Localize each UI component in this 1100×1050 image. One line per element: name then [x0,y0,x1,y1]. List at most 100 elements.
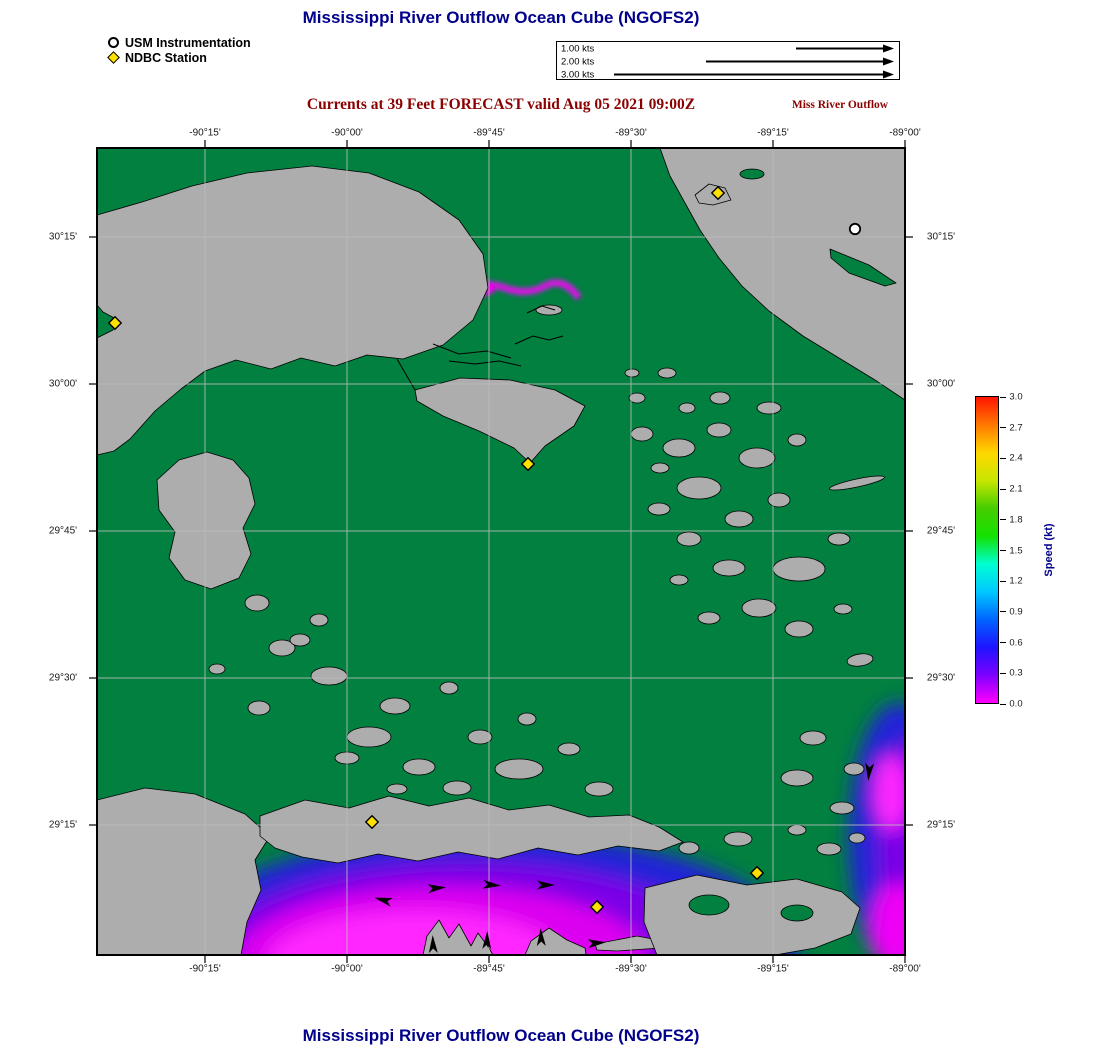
lon-tick-label-bottom: -89°00' [889,963,921,975]
colorbar-tick-label: 0.0 [1009,698,1023,710]
coastal-marsh-band [259,795,684,864]
lat-tick-label-right: 29°45' [926,525,956,537]
current-vector-arrow [587,939,606,949]
ndbc-station-marker [520,456,536,472]
grid-layer [97,148,905,955]
southeast-landmass [643,874,861,955]
current-vector-arrow [482,931,492,950]
vector-scale-row-3: 3.00 kts [557,68,899,81]
lat-tick-label-right: 30°15' [926,231,956,243]
lat-tick-label-right: 29°15' [926,819,956,831]
colorbar-tick [1000,672,1006,674]
southwest-landmass [97,787,271,955]
arrowhead-icon [883,44,894,52]
vector-scale-arrow-3 [614,70,894,79]
ndbc-station-marker [749,865,765,881]
colorbar-tick-label: 2.1 [1009,483,1023,495]
lon-tick-label-bottom: -90°00' [331,963,363,975]
vector-scale-row-2: 2.00 kts [557,55,899,68]
usm-station-marker [848,222,862,236]
lon-tick-label-top: -90°00' [331,127,363,139]
current-vector-arrow [428,935,438,954]
colorbar-tick-label: 0.9 [1009,606,1023,618]
mid-left-landmass [156,451,256,590]
colorbar-tick [1000,580,1006,582]
ndbc-station-marker [710,185,726,201]
south-shore-landmass [414,377,586,464]
colorbar-tick-label: 1.8 [1009,514,1023,526]
lon-tick-label-top: -89°30' [615,127,647,139]
barrier-island [846,653,874,667]
lon-tick-label-top: -90°15' [189,127,221,139]
colorbar-tick [1000,488,1006,490]
lat-tick-label-right: 30°00' [926,378,956,390]
colorbar-tick-label: 1.2 [1009,575,1023,587]
colorbar-tick [1000,396,1006,398]
vector-scale-box: 1.00 kts 2.00 kts 3.00 kts [556,41,900,80]
usm-circle-icon [108,37,119,48]
lon-tick-label-bottom: -89°45' [473,963,505,975]
colorbar-tick-label: 2.4 [1009,452,1023,464]
barrier-island [829,475,885,491]
vector-scale-label-1: 1.00 kts [561,43,595,54]
lon-tick-label-top: -89°00' [889,127,921,139]
ndbc-station-marker [107,315,123,331]
lat-tick-label-left: 30°15' [48,231,78,243]
colorbar-tick [1000,611,1006,613]
delta-finger [422,919,494,955]
speed-gradient-layer [177,703,905,955]
vector-scale-arrow-1 [796,44,894,53]
colorbar [975,396,999,704]
lat-tick-label-left: 29°45' [48,525,78,537]
colorbar-tick [1000,642,1006,644]
lon-tick-label-bottom: -89°15' [757,963,789,975]
map-frame [96,147,906,956]
footer-title: Mississippi River Outflow Ocean Cube (NG… [302,1026,700,1045]
nw-landmass [97,165,489,456]
bay-sliver [739,168,765,180]
ndbc-station-marker [589,899,605,915]
legend-row-ndbc: NDBC Station [107,50,251,65]
vector-scale-row-1: 1.00 kts [557,42,899,55]
bay-sliver [688,894,730,916]
vector-scale-label-2: 2.00 kts [561,56,595,67]
colorbar-tick-label: 3.0 [1009,391,1023,403]
bay-sliver [829,248,897,287]
bay-sliver [780,904,814,922]
colorbar-tick [1000,703,1006,705]
colorbar-tick [1000,457,1006,459]
colorbar-tick [1000,550,1006,551]
northeast-landmass [659,148,905,401]
station-legend: USM Instrumentation NDBC Station [107,35,251,65]
page-title: Mississippi River Outflow Ocean Cube (NG… [302,8,700,27]
land-layer [97,148,905,955]
region-label: Miss River Outflow [791,99,889,111]
vector-scale-label-3: 3.00 kts [561,69,595,80]
lon-tick-label-top: -89°45' [473,127,505,139]
current-vector-arrow [537,880,555,890]
arrowhead-icon [883,57,894,65]
markers-layer [107,185,875,954]
colorbar-tick-label: 2.7 [1009,422,1023,434]
ndbc-legend-label: NDBC Station [125,50,207,65]
colorbar-tick [1000,519,1006,521]
colorbar-tick-label: 0.3 [1009,667,1023,679]
current-vector-arrow [865,762,875,781]
colorbar-axis-label: Speed (kt) [1043,523,1055,577]
lat-tick-label-left: 30°00' [48,378,78,390]
colorbar-tick [1000,427,1006,429]
usm-legend-label: USM Instrumentation [125,35,251,50]
map-canvas [89,140,913,963]
lon-tick-label-bottom: -89°30' [615,963,647,975]
forecast-subtitle: Currents at 39 Feet FORECAST valid Aug 0… [306,96,696,113]
lat-tick-label-left: 29°30' [48,672,78,684]
lat-tick-label-left: 29°15' [48,819,78,831]
arrowhead-icon [883,70,894,78]
lon-tick-label-top: -89°15' [757,127,789,139]
ndbc-station-marker [364,814,380,830]
vector-scale-arrow-2 [706,57,894,66]
lat-tick-label-right: 29°30' [926,672,956,684]
colorbar-tick-label: 1.5 [1009,545,1023,556]
channel-lines [396,305,564,391]
